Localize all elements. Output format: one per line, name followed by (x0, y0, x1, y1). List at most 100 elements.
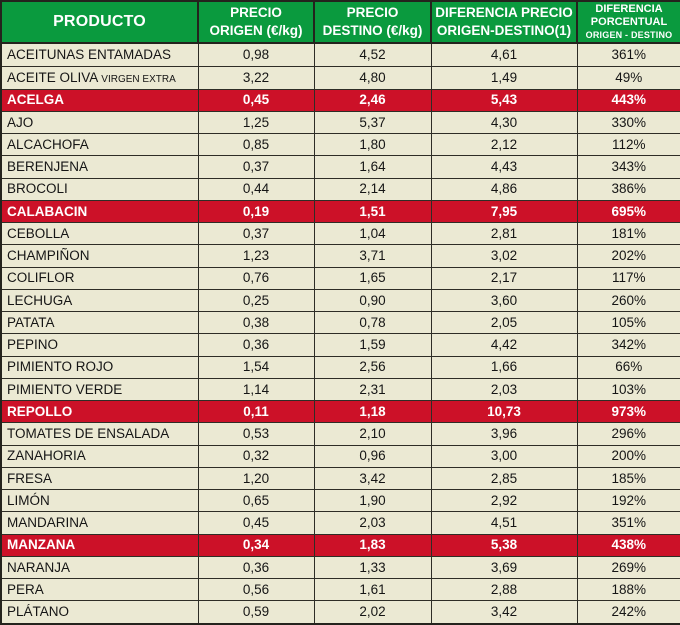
header-row: PRODUCTO PRECIO ORIGEN (€/kg) PRECIO DES… (0, 1, 680, 44)
diferencia-porcentual-cell: 342% (576, 333, 680, 357)
product-name: NARANJA (7, 559, 71, 575)
precio-origen-cell: 0,76 (197, 266, 315, 290)
diferencia-precio-cell: 3,60 (430, 288, 578, 313)
diferencia-precio-cell: 10,73 (430, 400, 578, 424)
product-name-cell: TOMATES DE ENSALADA (0, 422, 199, 446)
product-name-cell: NARANJA (0, 555, 199, 580)
diferencia-precio-cell: 4,86 (430, 177, 578, 201)
precio-origen-cell: 0,37 (197, 222, 315, 246)
diferencia-porcentual-cell: 351% (576, 511, 680, 535)
product-name-suffix: VIRGEN EXTRA (101, 73, 176, 85)
diferencia-porcentual-cell: 192% (576, 489, 680, 513)
product-name: CHAMPIÑON (7, 248, 90, 264)
diferencia-precio-cell: 2,92 (430, 489, 578, 513)
precio-destino-cell: 0,96 (313, 444, 432, 468)
precio-destino-cell: 5,37 (313, 110, 432, 135)
header-diferencia-precio-line2: ORIGEN-DESTINO(1) (436, 23, 572, 38)
product-name: MANDARINA (7, 515, 89, 531)
product-name-cell: CALABACIN (0, 199, 199, 224)
diferencia-porcentual-cell: 181% (576, 222, 680, 246)
header-diferencia-porcentual: DIFERENCIA PORCENTUAL ORIGEN - DESTINO (576, 1, 680, 44)
diferencia-porcentual-cell: 112% (576, 133, 680, 157)
diferencia-porcentual-cell: 695% (576, 199, 680, 224)
precio-origen-cell: 0,45 (197, 511, 315, 535)
product-name: AJO (7, 114, 34, 130)
precio-destino-cell: 1,18 (313, 400, 432, 424)
product-name: ACEITE OLIVA (7, 69, 99, 85)
product-name: PLÁTANO (7, 604, 70, 620)
header-precio-destino-line2: DESTINO (€/kg) (322, 23, 423, 38)
table-row: FRESA 1,20 3,42 2,85 185% (0, 466, 680, 491)
precio-destino-cell: 4,80 (313, 65, 432, 90)
precio-origen-cell: 0,53 (197, 422, 315, 446)
product-name: ACELGA (7, 92, 64, 108)
diferencia-precio-cell: 2,85 (430, 466, 578, 491)
table-row: CHAMPIÑON 1,23 3,71 3,02 202% (0, 244, 680, 268)
header-diferencia-porcentual-line1: DIFERENCIA (595, 3, 663, 16)
diferencia-porcentual-cell: 185% (576, 466, 680, 491)
product-name: ALCACHOFA (7, 136, 89, 152)
product-name: LECHUGA (7, 292, 73, 308)
precio-destino-cell: 2,02 (313, 600, 432, 625)
product-name-cell: MANDARINA (0, 511, 199, 535)
diferencia-precio-cell: 4,42 (430, 333, 578, 357)
product-name-cell: PLÁTANO (0, 600, 199, 625)
product-name-cell: ACELGA (0, 88, 199, 112)
product-name-cell: LECHUGA (0, 288, 199, 313)
header-diferencia-precio: DIFERENCIA PRECIO ORIGEN-DESTINO(1) (430, 1, 578, 44)
table-row: PEPINO 0,36 1,59 4,42 342% (0, 333, 680, 357)
precio-origen-cell: 1,23 (197, 244, 315, 268)
header-diferencia-porcentual-line3: ORIGEN - DESTINO (585, 29, 673, 40)
precio-origen-cell: 0,36 (197, 555, 315, 580)
table-row: ACELGA 0,45 2,46 5,43 443% (0, 88, 680, 112)
header-producto-label: PRODUCTO (53, 13, 146, 30)
product-name: FRESA (7, 470, 53, 486)
diferencia-precio-cell: 3,69 (430, 555, 578, 580)
table-row: REPOLLO 0,11 1,18 10,73 973% (0, 400, 680, 424)
diferencia-porcentual-cell: 202% (576, 244, 680, 268)
product-name-cell: PATATA (0, 311, 199, 335)
precio-destino-cell: 1,90 (313, 489, 432, 513)
diferencia-precio-cell: 1,49 (430, 65, 578, 90)
precio-origen-cell: 0,56 (197, 578, 315, 602)
diferencia-porcentual-cell: 188% (576, 578, 680, 602)
header-precio-origen-line2: ORIGEN (€/kg) (209, 23, 303, 38)
precio-destino-cell: 1,59 (313, 333, 432, 357)
diferencia-porcentual-cell: 343% (576, 155, 680, 179)
product-name-cell: BROCOLI (0, 177, 199, 201)
diferencia-precio-cell: 7,95 (430, 199, 578, 224)
diferencia-precio-cell: 5,43 (430, 88, 578, 112)
diferencia-precio-cell: 2,05 (430, 311, 578, 335)
table-row: PLÁTANO 0,59 2,02 3,42 242% (0, 600, 680, 625)
header-precio-origen: PRECIO ORIGEN (€/kg) (197, 1, 315, 44)
product-name-cell: FRESA (0, 466, 199, 491)
diferencia-porcentual-cell: 269% (576, 555, 680, 580)
table-row: PIMIENTO VERDE 1,14 2,31 2,03 103% (0, 377, 680, 402)
precio-destino-cell: 1,04 (313, 222, 432, 246)
precio-destino-cell: 1,51 (313, 199, 432, 224)
diferencia-precio-cell: 3,02 (430, 244, 578, 268)
diferencia-precio-cell: 3,42 (430, 600, 578, 625)
precio-destino-cell: 2,14 (313, 177, 432, 201)
precio-origen-cell: 1,20 (197, 466, 315, 491)
header-producto: PRODUCTO (0, 1, 199, 44)
diferencia-porcentual-cell: 443% (576, 88, 680, 112)
product-name: PATATA (7, 314, 55, 330)
table-row: ZANAHORIA 0,32 0,96 3,00 200% (0, 444, 680, 468)
diferencia-precio-cell: 2,88 (430, 578, 578, 602)
diferencia-porcentual-cell: 330% (576, 110, 680, 135)
table-row: CALABACIN 0,19 1,51 7,95 695% (0, 199, 680, 224)
product-name-cell: MANZANA (0, 533, 199, 557)
product-name: REPOLLO (7, 403, 73, 419)
product-name-cell: ACEITE OLIVA VIRGEN EXTRA (0, 65, 199, 90)
precio-origen-cell: 0,85 (197, 133, 315, 157)
diferencia-porcentual-cell: 49% (576, 65, 680, 90)
product-name-cell: CEBOLLA (0, 222, 199, 246)
diferencia-precio-cell: 4,30 (430, 110, 578, 135)
precio-origen-cell: 0,19 (197, 199, 315, 224)
product-name: LIMÓN (7, 492, 50, 508)
table-row: PERA 0,56 1,61 2,88 188% (0, 578, 680, 602)
diferencia-precio-cell: 2,03 (430, 377, 578, 402)
precio-origen-cell: 0,34 (197, 533, 315, 557)
